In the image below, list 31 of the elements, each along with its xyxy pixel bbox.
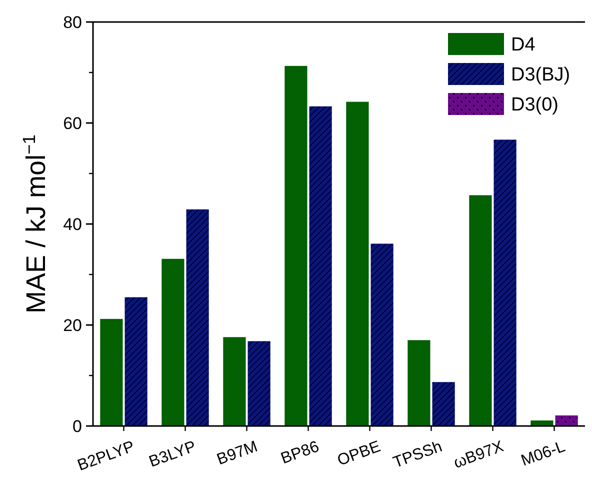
bar <box>248 341 270 426</box>
bar <box>100 318 123 426</box>
bar <box>494 140 516 426</box>
bar <box>284 66 308 426</box>
bar <box>223 337 246 426</box>
bar <box>432 382 455 426</box>
x-tick-label: TPSSh <box>391 438 444 472</box>
y-tick-label: 40 <box>63 214 82 234</box>
bar <box>124 297 148 426</box>
x-tick-label: B97M <box>214 438 260 469</box>
bar <box>408 340 430 426</box>
bar <box>370 244 394 426</box>
bar <box>346 102 369 426</box>
bar <box>469 195 492 426</box>
bar <box>555 415 578 426</box>
y-tick-label: 60 <box>63 114 82 133</box>
y-tick-label: 80 <box>63 12 82 32</box>
bar <box>530 420 554 426</box>
x-tick-label: M06-L <box>519 438 568 470</box>
legend-label: D3(0) <box>511 94 559 116</box>
y-tick-label: 0 <box>72 416 82 436</box>
x-tick-label: BP86 <box>278 438 322 468</box>
x-tick-label: OPBE <box>335 438 383 470</box>
bar <box>309 106 332 426</box>
bar <box>186 209 209 426</box>
bar <box>162 258 184 426</box>
x-tick-label: ωB97X <box>452 438 506 472</box>
legend-label: D4 <box>511 34 536 56</box>
y-tick-label: 20 <box>63 316 82 335</box>
legend-label: D3(BJ) <box>511 64 570 86</box>
x-tick-label: B3LYP <box>146 438 198 471</box>
